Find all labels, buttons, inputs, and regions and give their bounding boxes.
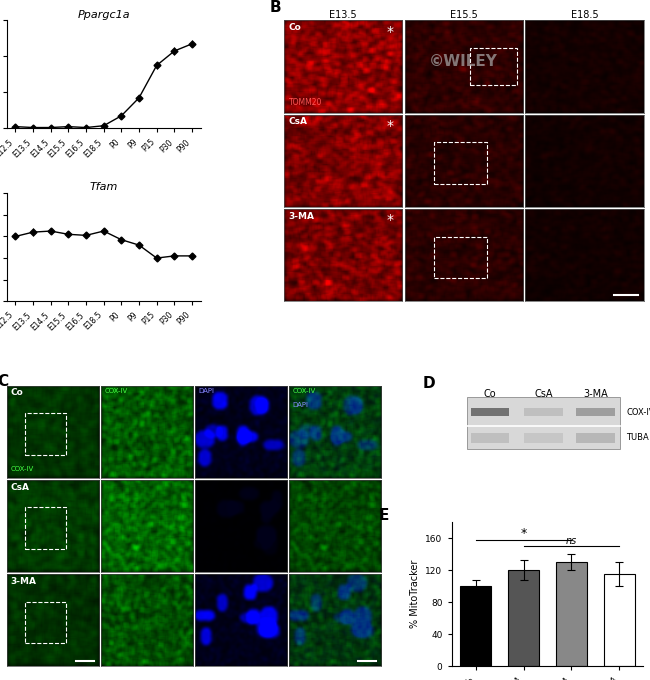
Text: C: C [0,375,8,390]
Text: CsA: CsA [289,118,307,126]
Text: DAPI: DAPI [198,388,214,394]
Bar [525,408,563,416]
Bar [25,507,66,549]
Text: COX-IV: COX-IV [292,388,315,394]
Bar [525,433,563,443]
Text: 3-MA: 3-MA [583,388,608,398]
Text: DAPI: DAPI [292,402,308,408]
Text: COX-IV: COX-IV [626,408,650,417]
Text: *: * [387,119,394,133]
Text: TOMM20: TOMM20 [289,98,322,107]
Text: *: * [521,527,526,540]
Text: B: B [270,0,281,15]
Bar [577,408,615,416]
Text: D: D [422,376,436,391]
Bar [556,562,587,666]
Bar [577,433,615,443]
Text: TUBA: TUBA [626,433,649,443]
Text: 3-MA: 3-MA [289,211,315,220]
Bar [471,408,509,416]
Bar [604,574,635,666]
Bar [25,413,66,455]
Text: Co: Co [289,23,302,32]
Title: E13.5: E13.5 [330,10,357,20]
Text: Co: Co [10,388,23,397]
Text: ©WILEY: ©WILEY [429,54,498,69]
Text: COX-IV: COX-IV [10,466,33,473]
Text: ns: ns [566,537,577,547]
Bar [434,237,488,278]
Text: *: * [387,214,394,228]
Bar [467,397,621,449]
Bar [508,570,539,666]
Text: 3-MA: 3-MA [10,577,36,585]
Y-axis label: % MitoTracker: % MitoTracker [410,560,420,628]
Bar [471,433,509,443]
Bar [460,586,491,666]
Bar [470,48,517,85]
Title: Ppargc1a: Ppargc1a [77,10,130,20]
Text: Co: Co [484,388,496,398]
Bar [434,142,488,184]
Text: E: E [378,507,389,522]
Title: Tfam: Tfam [90,182,118,192]
Text: CsA: CsA [10,483,29,492]
Text: COX-IV: COX-IV [104,388,127,394]
Title: E18.5: E18.5 [571,10,598,20]
Title: E15.5: E15.5 [450,10,478,20]
Text: CsA: CsA [534,388,553,398]
Text: *: * [387,25,394,39]
Bar [25,602,66,643]
